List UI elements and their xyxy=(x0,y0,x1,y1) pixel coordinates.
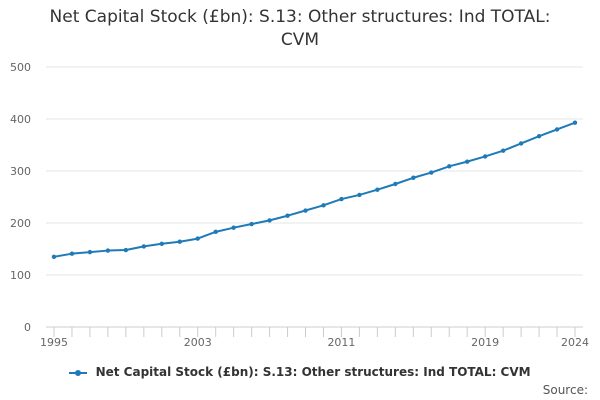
data-point-2007 xyxy=(267,218,272,223)
data-point-2016 xyxy=(429,170,434,175)
data-point-2018 xyxy=(465,159,470,164)
data-point-2019 xyxy=(482,154,488,159)
y-tick-label-300: 300 xyxy=(10,165,31,178)
gridlines xyxy=(46,66,583,328)
data-point-1996 xyxy=(69,251,75,256)
y-axis-labels: 0 100 200 300 400 500 xyxy=(10,61,31,334)
x-tick-label-1995: 1995 xyxy=(40,336,68,349)
data-point-2017 xyxy=(447,164,452,169)
legend-label: Net Capital Stock (£bn): S.13: Other str… xyxy=(95,365,531,379)
data-point-2009 xyxy=(303,208,308,213)
data-point-2003 xyxy=(195,236,200,241)
series-layer xyxy=(51,120,578,259)
y-tick-label-400: 400 xyxy=(10,113,31,126)
data-point-2002 xyxy=(177,239,182,244)
data-point-2010 xyxy=(321,203,326,208)
data-point-1998 xyxy=(105,248,111,253)
data-point-2021 xyxy=(518,141,524,146)
x-axis: 1995 2003 2011 2019 2024 xyxy=(40,327,589,349)
x-tick-label-2019: 2019 xyxy=(471,336,499,349)
x-tick-label-2011: 2011 xyxy=(327,336,355,349)
data-point-2020 xyxy=(500,148,506,153)
y-tick-label-200: 200 xyxy=(10,217,31,230)
legend: Net Capital Stock (£bn): S.13: Other str… xyxy=(0,365,600,379)
data-point-1999 xyxy=(123,247,129,253)
data-point-1995 xyxy=(51,254,57,259)
x-tick-label-2003: 2003 xyxy=(184,336,212,349)
y-tick-label-500: 500 xyxy=(10,61,31,74)
data-point-2000 xyxy=(141,244,147,249)
data-point-2005 xyxy=(231,225,236,230)
series-line-0 xyxy=(53,121,576,258)
legend-swatch xyxy=(69,369,88,376)
data-point-2006 xyxy=(249,221,254,227)
data-point-2011 xyxy=(339,196,344,202)
x-tick-label-2024: 2024 xyxy=(561,336,589,349)
data-point-2013 xyxy=(375,187,380,192)
source-label: Source: xyxy=(542,383,588,397)
data-point-1997 xyxy=(87,249,93,255)
data-point-2014 xyxy=(393,181,398,187)
y-tick-label-100: 100 xyxy=(10,269,31,282)
y-tick-label-0: 0 xyxy=(24,321,31,334)
data-point-2015 xyxy=(411,175,416,180)
data-point-2004 xyxy=(213,229,218,235)
data-point-2024 xyxy=(572,120,578,125)
data-point-2012 xyxy=(357,192,362,198)
data-point-2008 xyxy=(285,213,290,218)
chart-title: Net Capital Stock (£bn): S.13: Other str… xyxy=(49,7,551,50)
data-point-2001 xyxy=(159,241,164,246)
data-point-2022 xyxy=(536,133,542,139)
data-point-2023 xyxy=(554,127,560,132)
